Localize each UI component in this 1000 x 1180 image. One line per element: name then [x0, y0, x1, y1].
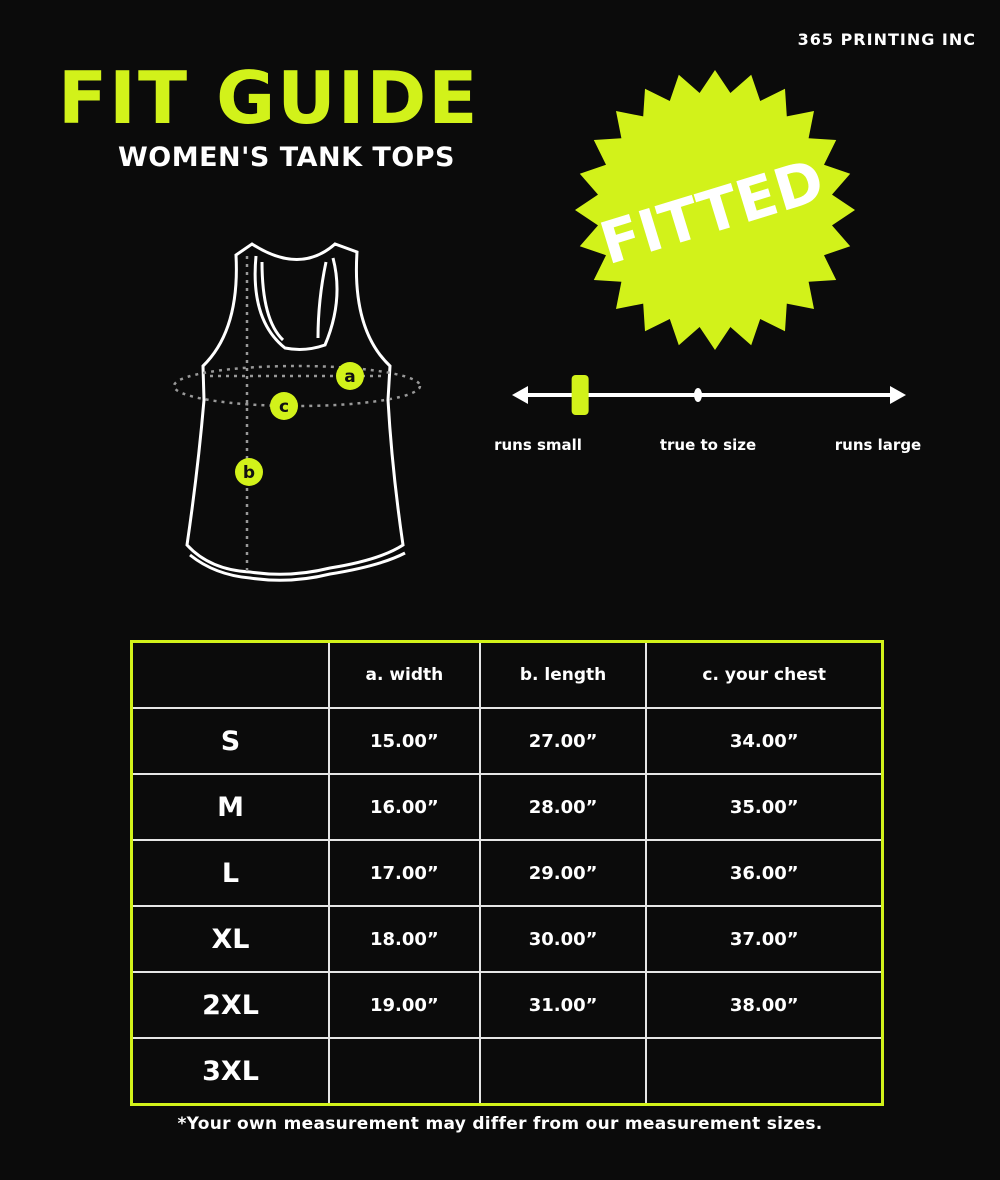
footnote: *Your own measurement may differ from ou…: [177, 1114, 823, 1134]
fit-position-marker: [571, 375, 589, 415]
width-cell: 16.00”: [328, 773, 481, 841]
svg-text:b: b: [243, 463, 255, 483]
chest-cell: 34.00”: [645, 707, 884, 775]
size-cell: 3XL: [130, 1037, 330, 1106]
chest-cell: 35.00”: [645, 773, 884, 841]
size-cell: M: [130, 773, 330, 841]
fitted-badge: FITTED: [575, 70, 855, 350]
width-cell: 17.00”: [328, 839, 481, 907]
width-cell: 18.00”: [328, 905, 481, 973]
brand-name: 365 PRINTING INC: [797, 30, 976, 49]
starburst-shape: [575, 70, 855, 350]
header-blank: [130, 640, 330, 709]
length-cell: 30.00”: [478, 905, 648, 973]
size-chart: a. width b. length c. your chest S 15.00”…: [130, 640, 884, 1106]
chest-cell: 38.00”: [645, 971, 884, 1039]
size-cell: S: [130, 707, 330, 775]
width-cell: 15.00”: [328, 707, 481, 775]
chest-cell: [645, 1037, 884, 1106]
arrow-right-icon: [890, 386, 906, 404]
length-cell: 29.00”: [478, 839, 648, 907]
page-subtitle: WOMEN'S TANK TOPS: [118, 142, 455, 173]
page-title: FIT GUIDE: [58, 56, 480, 140]
length-cell: 27.00”: [478, 707, 648, 775]
header-width: a. width: [328, 640, 481, 709]
table-header-row: a. width b. length c. your chest: [130, 640, 884, 709]
chest-cell: 36.00”: [645, 839, 884, 907]
length-cell: [478, 1037, 648, 1106]
size-cell: 2XL: [130, 971, 330, 1039]
label-runs-small: runs small: [494, 436, 582, 454]
measurement-lines: [172, 256, 422, 572]
marker-a: a: [336, 362, 364, 390]
length-cell: 31.00”: [478, 971, 648, 1039]
header-chest: c. your chest: [645, 640, 884, 709]
arrow-left-icon: [512, 386, 528, 404]
tank-top-diagram: [185, 242, 406, 582]
marker-c: c: [270, 392, 298, 420]
illustrations: a c b FITTED: [172, 70, 906, 582]
label-true-to-size: true to size: [659, 436, 757, 454]
label-runs-large: runs large: [834, 436, 922, 454]
fit-scale: [512, 375, 906, 415]
chest-cell: 37.00”: [645, 905, 884, 973]
table-row: 2XL 19.00” 31.00” 38.00”: [130, 971, 884, 1039]
width-cell: [328, 1037, 481, 1106]
table-row: XL 18.00” 30.00” 37.00”: [130, 905, 884, 973]
header-length: b. length: [478, 640, 648, 709]
table-row: S 15.00” 27.00” 34.00”: [130, 707, 884, 775]
size-cell: XL: [130, 905, 330, 973]
table-row: 3XL: [130, 1037, 884, 1106]
marker-b: b: [235, 458, 263, 486]
length-cell: 28.00”: [478, 773, 648, 841]
table-row: M 16.00” 28.00” 35.00”: [130, 773, 884, 841]
svg-text:a: a: [344, 367, 355, 387]
width-cell: 19.00”: [328, 971, 481, 1039]
true-to-size-tick: [694, 388, 702, 402]
size-cell: L: [130, 839, 330, 907]
table-row: L 17.00” 29.00” 36.00”: [130, 839, 884, 907]
svg-text:c: c: [279, 397, 289, 417]
